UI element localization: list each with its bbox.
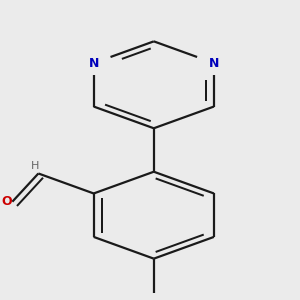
- Text: H: H: [31, 161, 40, 171]
- Text: N: N: [88, 57, 99, 70]
- Text: O: O: [1, 195, 12, 208]
- Text: N: N: [209, 57, 219, 70]
